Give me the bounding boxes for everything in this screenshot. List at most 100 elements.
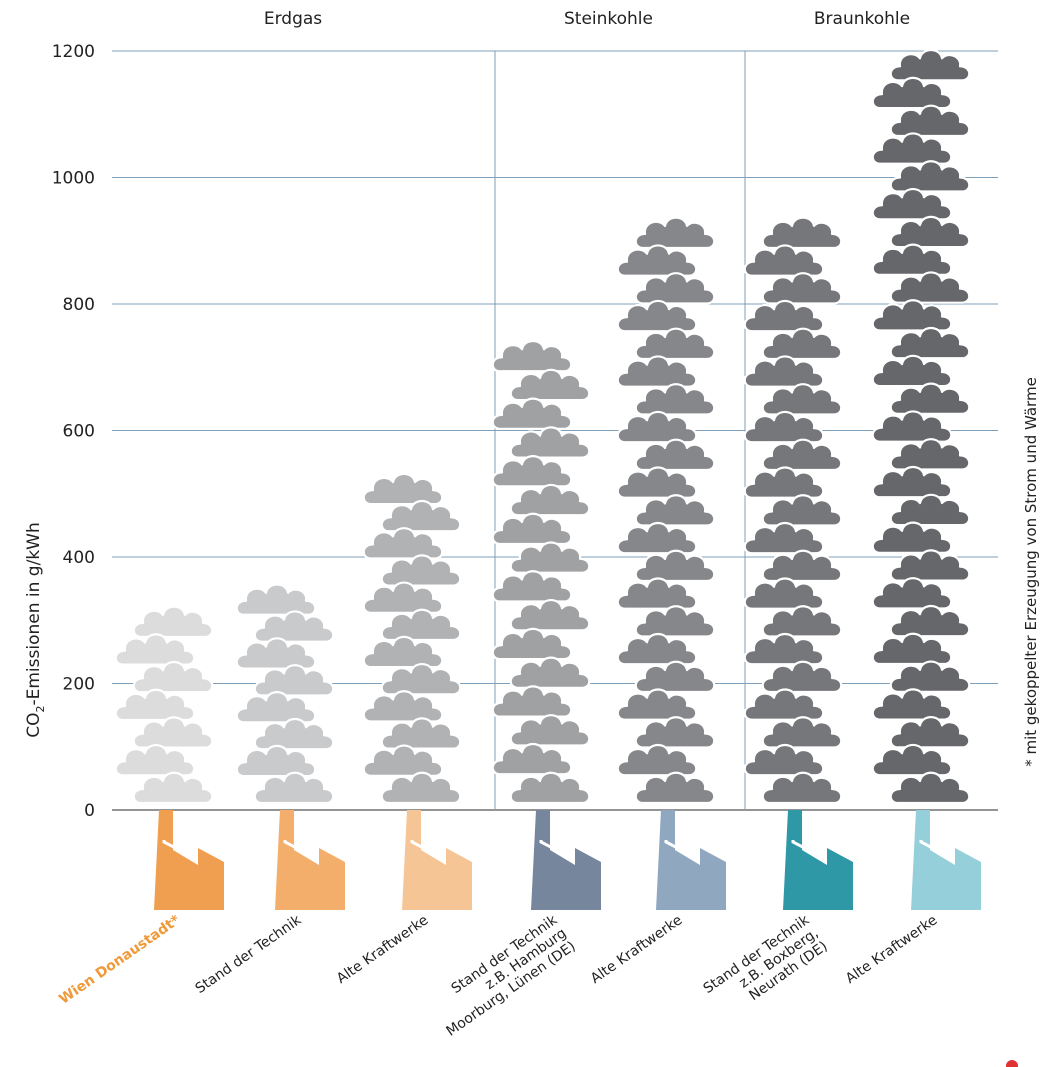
cloud-mark [871, 688, 953, 721]
cloud-mark [634, 771, 716, 805]
cloud-mark [235, 583, 317, 616]
y-tick-label: 200 [63, 675, 95, 695]
cloud-mark [253, 664, 335, 697]
cloud-mark [871, 465, 953, 499]
cloud-mark [616, 466, 698, 499]
cloud-mark [889, 549, 971, 582]
cloud-mark [509, 426, 591, 459]
cloud-mark [889, 48, 971, 82]
y-tick-label: 800 [63, 295, 95, 315]
y-tick-label: 1000 [52, 169, 95, 189]
cloud-mark [761, 383, 843, 416]
category-label: Alte Kraftwerke [588, 912, 685, 987]
cloud-mark [889, 771, 971, 805]
factory-icon [911, 810, 981, 910]
cloud-stacks [114, 48, 971, 805]
y-tick-label: 400 [63, 548, 95, 568]
cloud-stack [114, 605, 214, 805]
factory-icon [275, 810, 345, 910]
cloud-mark [132, 716, 214, 749]
cloud-mark [362, 690, 444, 723]
cloud-mark [743, 466, 825, 499]
cloud-mark [132, 605, 214, 639]
cloud-mark [634, 438, 716, 472]
cloud-mark [380, 554, 462, 587]
cloud-mark [761, 327, 843, 361]
cloud-mark [889, 382, 971, 415]
cloud-mark [889, 215, 971, 249]
cloud-mark [761, 771, 843, 805]
factory-icon [402, 810, 472, 910]
category-label: Stand der Technikz.B. Boxberg,Neurath (D… [701, 912, 832, 1024]
cloud-mark [761, 660, 843, 694]
cloud-mark [871, 521, 953, 554]
cloud-mark [491, 742, 573, 776]
cloud-mark [114, 633, 196, 666]
y-tick-label: 600 [63, 422, 95, 442]
cloud-mark [761, 716, 843, 749]
category-label: Stand der Technik [193, 912, 305, 997]
cloud-mark [634, 494, 716, 527]
cloud-mark [889, 604, 971, 638]
factory-icon [656, 810, 726, 910]
category-label: Alte Kraftwerke [843, 912, 940, 987]
cloud-mark [509, 656, 591, 689]
cloud-mark [889, 104, 971, 138]
cloud-mark [235, 690, 317, 724]
group-labels: Erdgas Steinkohle Braunkohle [264, 9, 910, 29]
cloud-mark [761, 494, 843, 527]
cloud-mark [743, 688, 825, 721]
cloud-mark [761, 216, 843, 250]
cloud-mark [132, 660, 214, 694]
cloud-mark [871, 299, 953, 332]
factory-icon [783, 810, 853, 910]
cloud-mark [743, 299, 825, 333]
cloud-mark [743, 410, 825, 444]
factory-icons [154, 810, 981, 910]
y-tick-label: 0 [84, 801, 95, 821]
cloud-mark [634, 216, 716, 250]
cloud-mark [743, 244, 825, 277]
cloud-mark [235, 637, 317, 670]
cloud-mark [362, 581, 444, 614]
cloud-mark [616, 410, 698, 444]
cloud-mark [889, 438, 971, 471]
corner-marker [1006, 1060, 1018, 1067]
y-axis-label: CO2-Emissionen in g/kWh [24, 522, 47, 738]
cloud-mark [114, 688, 196, 722]
cloud-mark [871, 243, 953, 276]
cloud-mark [253, 610, 335, 643]
group-label: Steinkohle [564, 9, 653, 29]
cloud-mark [235, 744, 317, 778]
cloud-mark [491, 339, 573, 373]
cloud-mark [380, 717, 462, 750]
y-tick-labels: 0 200 400 600 800 1000 1200 [52, 42, 95, 821]
cloud-mark [491, 685, 573, 718]
cloud-mark [743, 743, 825, 777]
cloud-mark [743, 355, 825, 388]
cloud-mark [889, 716, 971, 749]
cloud-mark [616, 577, 698, 610]
group-separators [494, 51, 746, 810]
cloud-mark [253, 717, 335, 751]
cloud-mark [871, 354, 953, 388]
cloud-stack [616, 216, 716, 805]
cloud-mark [509, 598, 591, 632]
cloud-mark [380, 608, 462, 642]
cloud-stack [491, 339, 591, 805]
cloud-mark [889, 660, 971, 693]
cloud-mark [491, 512, 573, 546]
cloud-mark [871, 632, 953, 666]
category-label: Stand der Technikz.B. HamburgMoorburg, L… [425, 912, 579, 1040]
cloud-mark [114, 743, 196, 777]
group-label: Erdgas [264, 9, 322, 29]
cloud-mark [616, 244, 698, 277]
cloud-mark [362, 744, 444, 777]
cloud-mark [491, 627, 573, 661]
cloud-mark [634, 605, 716, 638]
cloud-mark [616, 632, 698, 666]
cloud-mark [616, 355, 698, 388]
category-label: Wien Donaustadt* [56, 912, 183, 1008]
cloud-mark [743, 577, 825, 610]
